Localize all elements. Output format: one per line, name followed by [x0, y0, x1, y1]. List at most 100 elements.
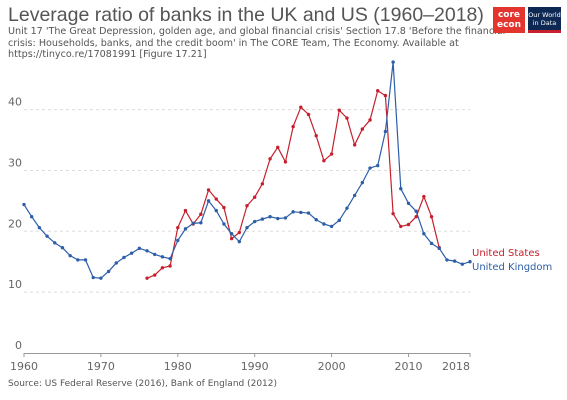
data-point	[429, 214, 434, 219]
data-point	[429, 241, 434, 246]
data-point	[29, 214, 34, 219]
data-point	[406, 222, 411, 227]
data-point	[414, 214, 418, 219]
y-tick-label: 10	[8, 278, 22, 291]
data-point	[53, 241, 57, 245]
core-econ-logo: core econ	[493, 7, 525, 33]
data-point	[122, 255, 126, 260]
y-tick-label: 40	[8, 96, 22, 109]
data-point	[76, 258, 80, 262]
data-point	[376, 163, 380, 168]
data-point	[360, 127, 365, 131]
data-point	[352, 193, 357, 198]
source-note: Source: US Federal Reserve (2016), Bank …	[8, 379, 278, 389]
data-point	[383, 93, 388, 98]
our-world-in-data-logo: Our World in Data	[528, 7, 561, 33]
data-point	[245, 225, 249, 230]
legend-label: United States	[472, 248, 540, 259]
y-tick-label: 30	[8, 156, 22, 169]
data-point	[314, 218, 318, 222]
data-point	[337, 108, 341, 112]
data-point	[445, 258, 449, 262]
data-point	[276, 145, 280, 150]
data-point	[91, 275, 95, 280]
data-point	[322, 222, 326, 226]
y-tick-label: 0	[15, 339, 22, 352]
data-point	[276, 216, 280, 221]
data-point	[268, 157, 272, 161]
x-tick-label: 1980	[164, 360, 192, 373]
core-logo-bottom: econ	[496, 20, 522, 30]
series-united-kingdom	[22, 60, 472, 280]
data-point	[206, 199, 211, 203]
series-line	[146, 90, 440, 279]
data-point	[229, 232, 234, 236]
data-point	[214, 208, 218, 213]
data-point	[360, 180, 365, 185]
data-point	[283, 216, 288, 220]
data-point	[129, 251, 134, 255]
data-point	[299, 105, 303, 109]
data-point	[260, 217, 265, 221]
data-point	[222, 222, 226, 226]
data-point	[368, 118, 372, 122]
data-point	[45, 234, 49, 238]
x-tick-label: 1960	[10, 360, 38, 373]
data-point	[329, 224, 334, 229]
data-point	[399, 224, 403, 229]
data-point	[299, 210, 303, 215]
data-point	[22, 202, 26, 207]
data-point	[352, 143, 357, 147]
data-point	[222, 205, 226, 210]
data-point	[468, 260, 472, 264]
legend: United States United Kingdom	[472, 248, 552, 273]
data-point	[68, 253, 72, 258]
data-point	[383, 129, 388, 134]
data-point	[322, 159, 326, 163]
chart-title: Leverage ratio of banks in the UK and US…	[8, 4, 484, 26]
data-point	[306, 211, 311, 215]
data-point	[460, 262, 465, 266]
legend-label: United Kingdom	[472, 262, 552, 273]
data-point	[345, 116, 349, 120]
data-point	[160, 255, 165, 259]
data-point	[60, 246, 65, 250]
grid-lines	[24, 109, 470, 293]
data-point	[368, 166, 372, 170]
data-point	[376, 89, 380, 93]
data-point	[199, 212, 203, 216]
data-point	[399, 187, 403, 191]
data-point	[137, 246, 142, 251]
data-point	[252, 195, 257, 199]
data-point	[153, 252, 157, 257]
data-point	[406, 201, 411, 206]
data-point	[391, 60, 395, 64]
data-point	[437, 246, 441, 251]
data-point	[422, 232, 426, 236]
data-point	[268, 214, 272, 219]
data-point	[168, 264, 172, 268]
x-tick-label: 2010	[394, 360, 422, 373]
data-point	[83, 258, 88, 262]
data-point	[391, 211, 395, 216]
data-point	[160, 266, 165, 270]
data-point	[176, 238, 180, 243]
data-point	[37, 225, 42, 230]
data-point	[229, 236, 234, 241]
series-group	[22, 60, 472, 280]
data-point	[99, 276, 103, 280]
data-point	[191, 221, 195, 226]
data-point	[237, 230, 242, 235]
owid-logo-line2: in Data	[532, 18, 557, 27]
data-point	[345, 206, 349, 210]
data-point	[283, 160, 288, 164]
data-point	[176, 225, 180, 230]
x-tick-label: 1970	[87, 360, 115, 373]
chart-subtitle: Unit 17 'The Great Depression, golden ag…	[8, 26, 506, 61]
data-point	[237, 239, 242, 244]
data-point	[252, 219, 257, 224]
series-united-states	[145, 89, 441, 280]
data-point	[153, 273, 157, 277]
y-tick-label: 20	[8, 217, 22, 230]
data-point	[183, 208, 188, 213]
